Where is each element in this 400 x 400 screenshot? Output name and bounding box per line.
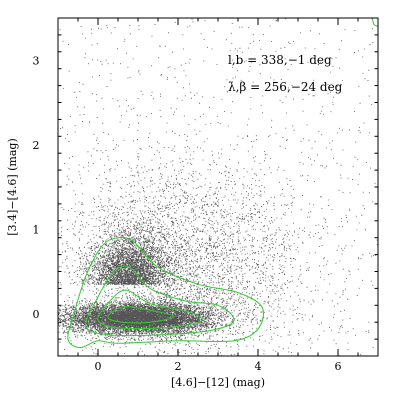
x-tick-label: 6: [335, 360, 342, 373]
contour-level-2: [85, 265, 235, 337]
y-tick-label: 2: [33, 139, 40, 152]
axis-ticks: [57, 17, 379, 357]
contour-level-1: [67, 236, 264, 349]
contour-level-4: [107, 306, 175, 324]
galactic-coordinates-annotation: l,b = 338,−1 deg: [228, 53, 332, 67]
scatter-points: [58, 18, 378, 356]
x-tick-label: 2: [175, 360, 182, 373]
x-tick-label: 0: [95, 360, 102, 373]
y-axis-label: [3.4]−[4.6] (mag): [6, 138, 19, 235]
density-contours: [67, 18, 378, 349]
y-tick-label: 1: [33, 223, 40, 236]
ecliptic-coordinates-annotation: λ,β = 256,−24 deg: [228, 80, 343, 94]
x-axis-label: [4.6]−[12] (mag): [171, 376, 265, 389]
y-tick-label: 0: [33, 308, 40, 321]
x-tick-label: 4: [255, 360, 262, 373]
corner-contour: [371, 18, 378, 27]
y-tick-label: 3: [33, 54, 40, 67]
axis-tick-labels: 0 2 4 6 0 1 2 3: [33, 54, 342, 373]
contour-level-3: [97, 289, 203, 330]
scatter-point-cloud: [58, 18, 378, 356]
